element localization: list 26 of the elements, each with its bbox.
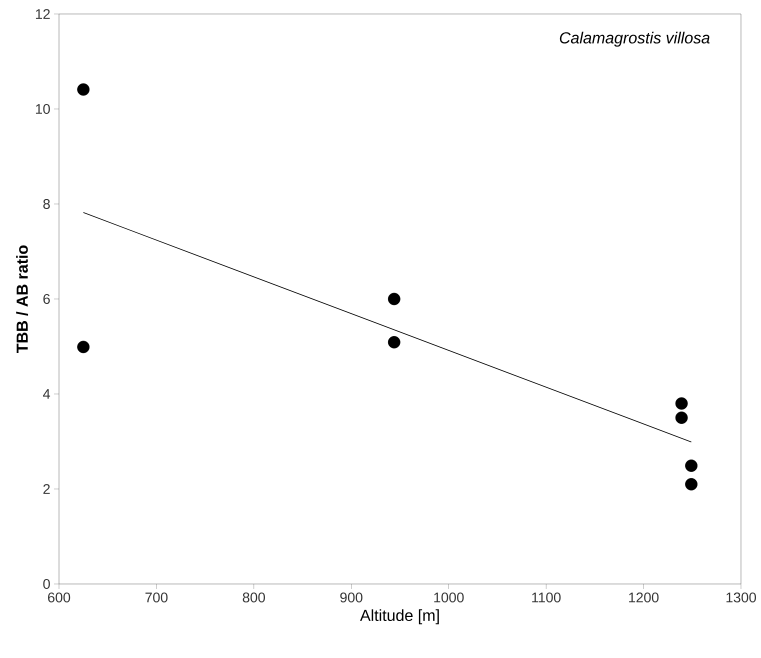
y-tick-label: 6	[43, 294, 50, 304]
x-tick-label: 1200	[629, 592, 659, 602]
x-tick-label: 600	[48, 592, 70, 602]
y-tick-label: 0	[43, 579, 50, 589]
x-tick-label: 800	[242, 592, 265, 602]
y-tick-label: 4	[43, 389, 50, 399]
point	[388, 292, 400, 306]
y-tick-label: 8	[43, 199, 50, 209]
x-tick-label: 700	[145, 592, 168, 602]
y-axis-title: TBB / AB ratio	[16, 245, 28, 354]
x-tick-label: 900	[340, 592, 362, 602]
point	[388, 336, 400, 348]
annotation: Calamagrostis villosa	[560, 32, 710, 47]
x-axis-title: Altitude [m]	[360, 609, 439, 624]
point	[77, 340, 90, 354]
x-tick-label: 1000	[434, 592, 464, 602]
point	[685, 478, 698, 490]
x-tick-label: 1100	[532, 592, 561, 602]
y-tick-label: 12	[36, 9, 50, 19]
point	[675, 412, 688, 424]
x-tick-label: 1300	[726, 592, 756, 602]
y-tick-label: 2	[43, 484, 50, 494]
point	[77, 83, 90, 96]
y-tick-label: 10	[36, 104, 50, 114]
point	[675, 397, 688, 410]
point	[685, 460, 698, 472]
